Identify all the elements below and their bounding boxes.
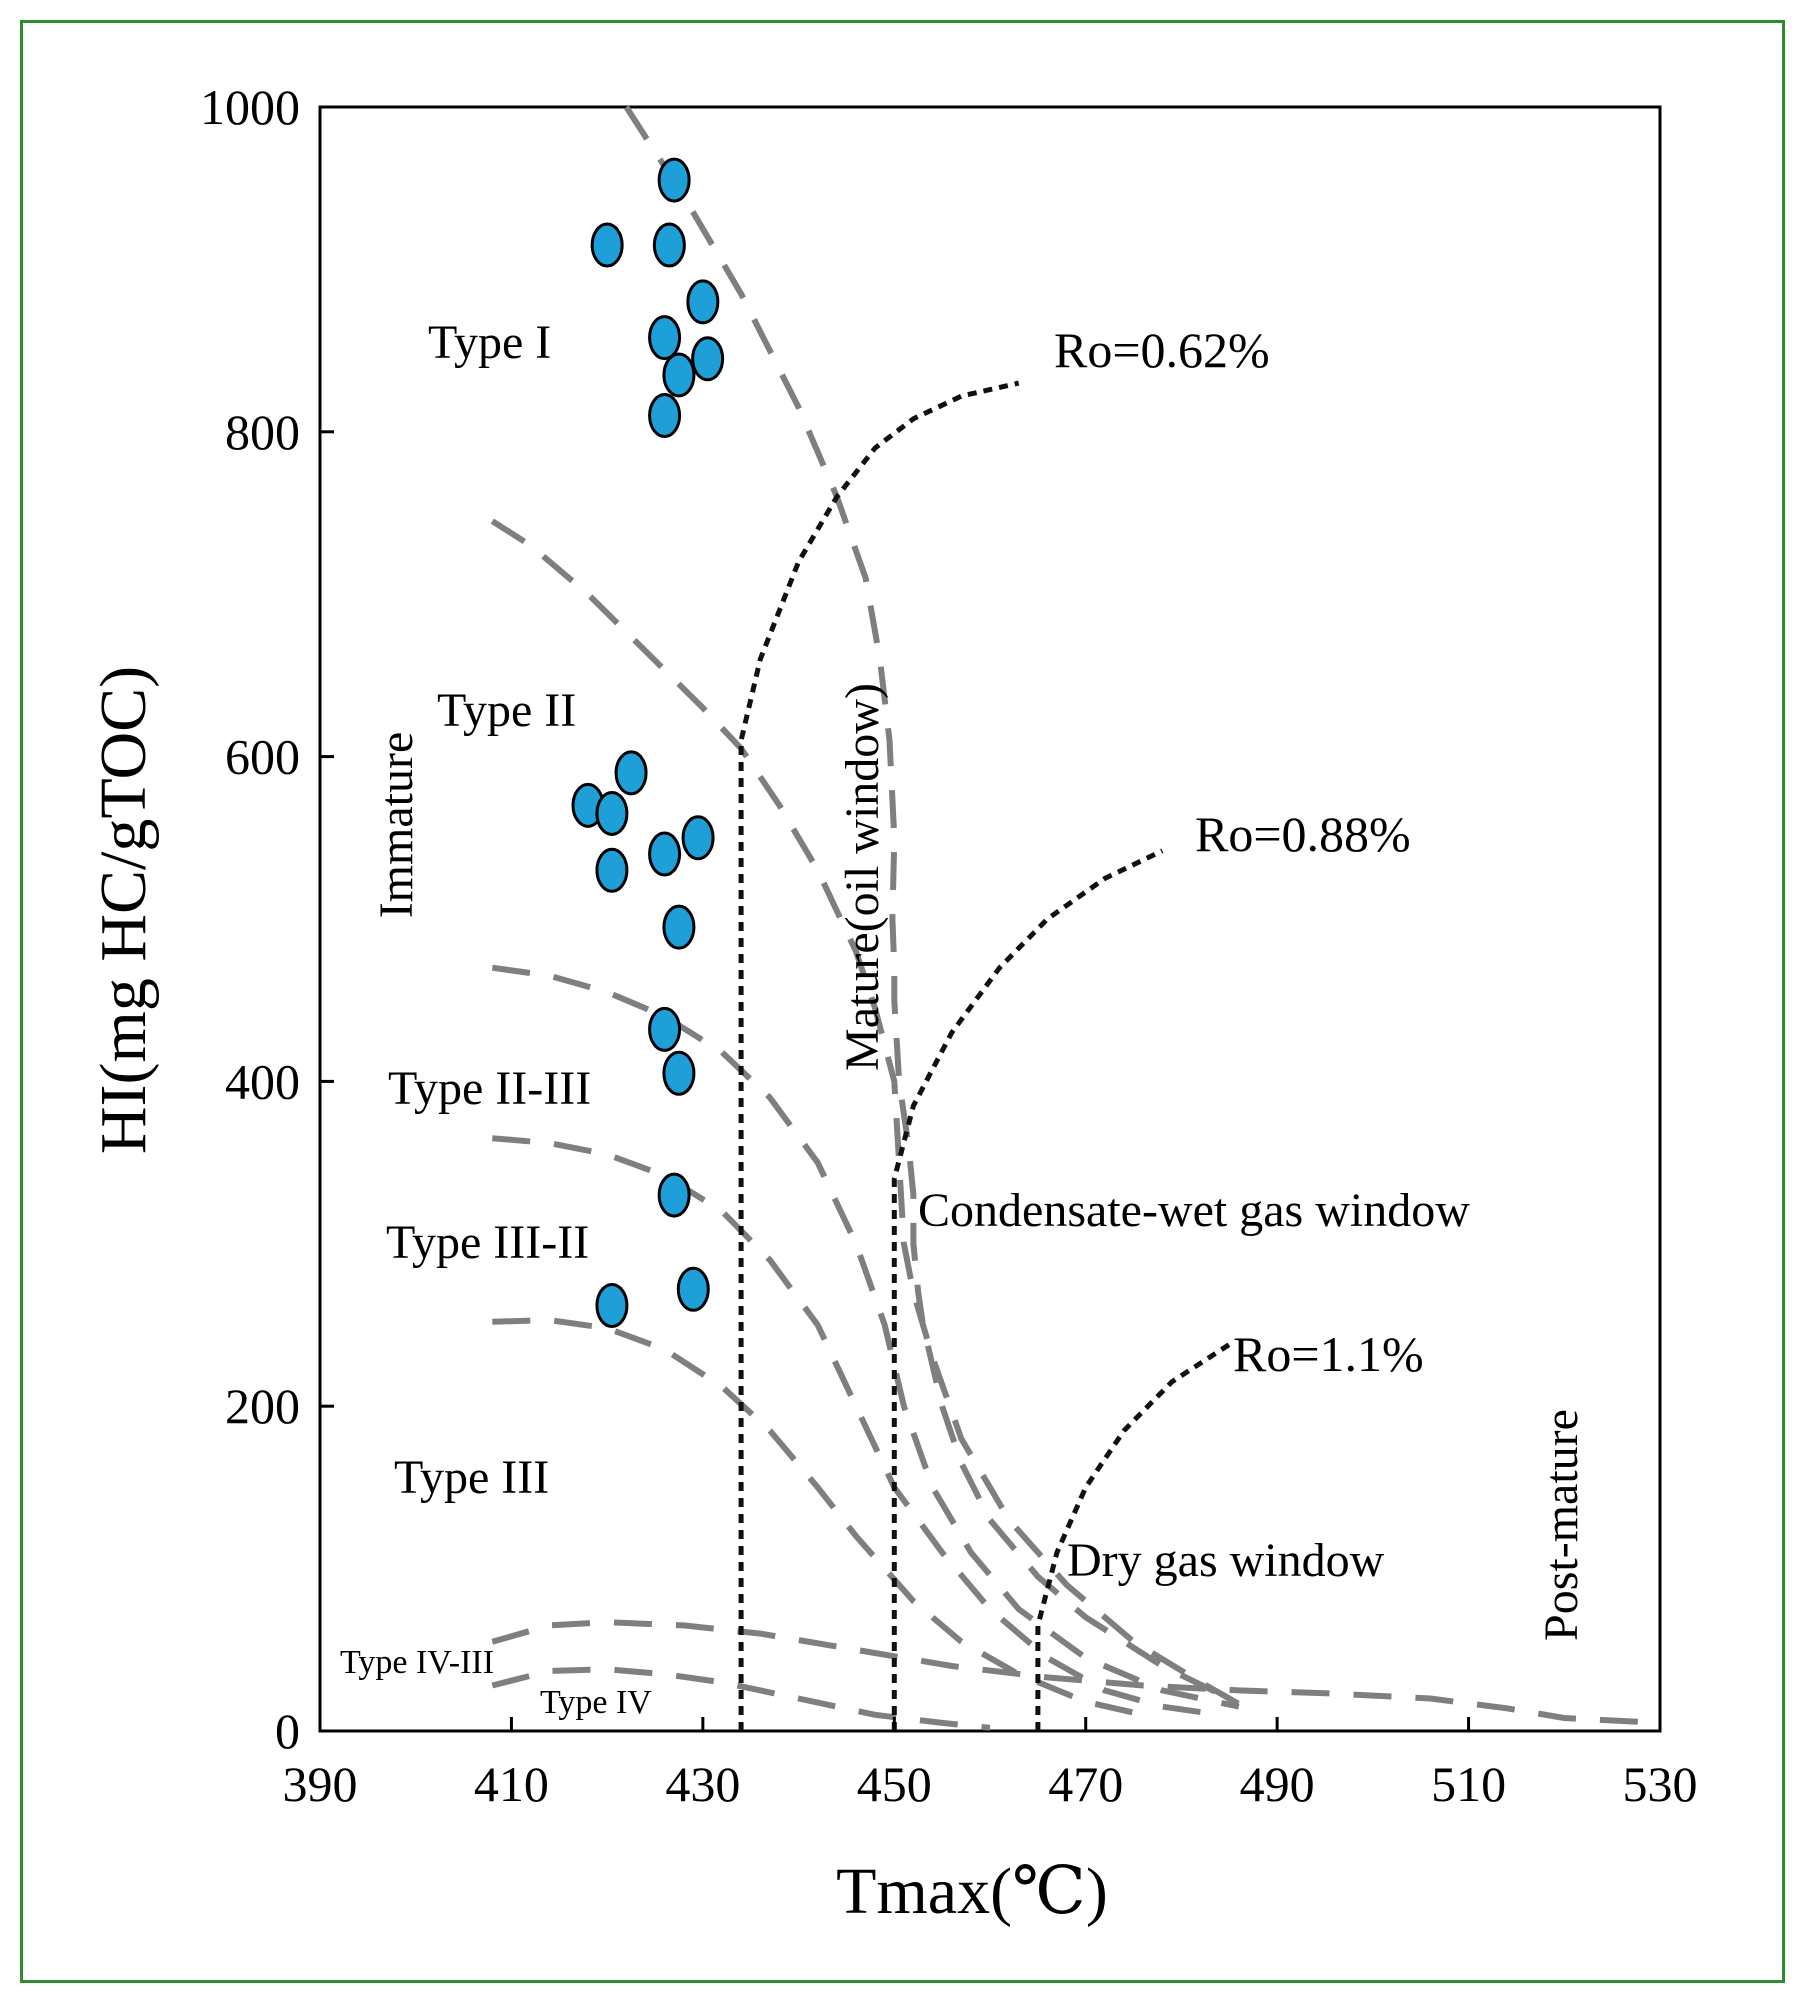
type-boundary-2 — [491, 964, 1240, 1710]
label-type-i: Type I — [428, 316, 551, 369]
label-dry-gas: Dry gas window — [1067, 1534, 1385, 1587]
label-type-ii-iii: Type II-III — [388, 1062, 591, 1115]
x-tick-label: 410 — [474, 1756, 549, 1812]
label-type-iv-iii: Type IV-III — [340, 1644, 494, 1681]
data-point — [676, 1266, 710, 1312]
label-type-ii: Type II — [437, 684, 576, 737]
data-point — [681, 815, 715, 861]
y-tick-label: 0 — [275, 1703, 300, 1759]
data-point — [595, 847, 629, 893]
data-point — [614, 750, 648, 796]
data-point — [595, 790, 629, 836]
maturity-boundary-2 — [1035, 1342, 1231, 1731]
type-boundary-3 — [492, 1135, 1221, 1718]
data-point — [595, 1283, 629, 1329]
data-point — [648, 1006, 682, 1052]
y-tick-label: 800 — [225, 404, 300, 460]
x-tick-label: 530 — [1623, 1756, 1698, 1812]
data-point — [662, 904, 696, 950]
label-post-mature: Post-mature — [1535, 1409, 1588, 1641]
data-point — [648, 315, 682, 361]
label-ro-088: Ro=0.88% — [1195, 806, 1411, 862]
data-point — [691, 336, 725, 382]
data-point — [657, 157, 691, 203]
x-tick-label: 450 — [857, 1756, 932, 1812]
label-ro-11: Ro=1.1% — [1233, 1326, 1424, 1382]
label-condensate: Condensate-wet gas window — [918, 1184, 1470, 1237]
label-mature: Mature(oil window) — [836, 683, 889, 1071]
x-tick-label: 390 — [283, 1756, 358, 1812]
label-type-iii: Type III — [394, 1451, 549, 1504]
y-tick-label: 600 — [225, 729, 300, 785]
x-tick-label: 490 — [1240, 1756, 1315, 1812]
data-point — [662, 352, 696, 398]
type-boundary-1 — [490, 518, 1260, 1718]
data-point — [686, 279, 720, 325]
y-tick-label: 1000 — [200, 79, 300, 135]
type-boundary-6 — [491, 1666, 991, 1731]
label-ro-062: Ro=0.62% — [1054, 322, 1270, 378]
data-point — [652, 222, 686, 268]
maturity-boundary-lines — [738, 380, 1231, 1731]
label-type-iii-ii: Type III-II — [386, 1216, 589, 1269]
type-boundary-4 — [492, 1317, 1144, 1718]
axis-ticks: 0 200 400 600 800 1000 390 410 430 450 470 490 510 53… — [200, 79, 1698, 1812]
data-points — [571, 157, 725, 1329]
data-point — [648, 393, 682, 439]
label-type-iv: Type IV — [540, 1684, 652, 1721]
maturity-boundary-0 — [738, 380, 1020, 1731]
type-boundary-5 — [491, 1619, 1661, 1726]
y-tick-label: 400 — [225, 1053, 300, 1109]
plot-area — [318, 105, 1662, 1733]
data-point — [648, 831, 682, 877]
data-point — [590, 222, 624, 268]
y-tick-label: 200 — [225, 1378, 300, 1434]
x-tick-label: 510 — [1431, 1756, 1506, 1812]
data-point — [657, 1172, 691, 1218]
x-tick-label: 470 — [1048, 1756, 1123, 1812]
label-immature: Immature — [370, 732, 423, 919]
y-axis-title: HI(mg HC/gTOC) — [87, 666, 160, 1154]
maturity-boundary-1 — [891, 848, 1164, 1731]
figure-frame — [20, 20, 1785, 1983]
x-axis-title: Tmax(℃) — [836, 1855, 1108, 1928]
x-tick-label: 430 — [665, 1756, 740, 1812]
data-point — [662, 1050, 696, 1096]
